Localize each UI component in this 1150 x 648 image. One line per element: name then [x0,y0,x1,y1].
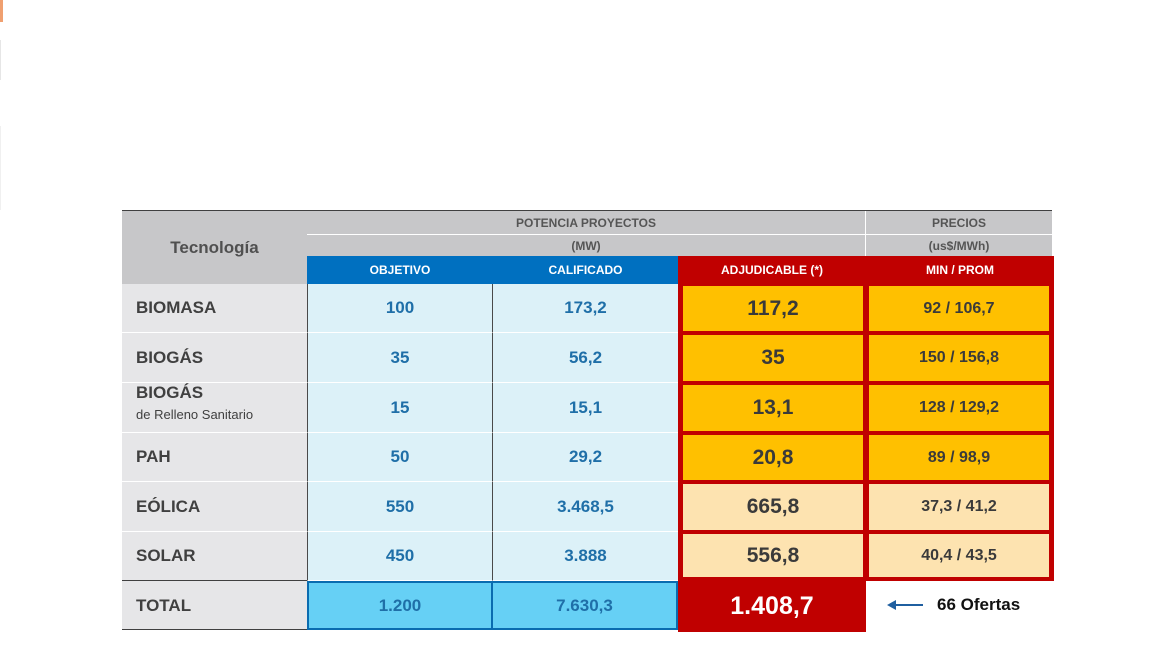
total-rule [122,580,307,581]
table-top-rule [122,210,1052,211]
header-adjudicable: ADJUDICABLE (*) [678,256,866,284]
total-calificado: 7.630,3 [493,581,678,630]
row-precio: 150 / 156,8 [869,335,1049,381]
row-label: BIOGÁS [122,333,307,383]
arrow-left-icon [885,594,925,616]
header-objetivo: OBJETIVO [307,256,493,284]
row-objetivo: 35 [307,333,493,383]
row-calificado: 173,2 [493,284,678,333]
row-precio: 37,3 / 41,2 [869,484,1049,530]
row-calificado: 56,2 [493,333,678,383]
header-tecnologia: Tecnología [122,211,307,284]
row-label: BIOGÁS de Relleno Sanitario [122,383,307,433]
row-adjudicable: 20,8 [683,435,863,480]
edge-mark [0,126,1,210]
row-precio: 128 / 129,2 [869,385,1049,431]
row-adjudicable: 665,8 [683,484,863,530]
header-potencia: POTENCIA PROYECTOS [307,211,865,234]
row-adjudicable: 13,1 [683,385,863,431]
total-label: TOTAL [122,581,307,630]
total-adjudicable: 1.408,7 [678,581,866,632]
row-adjudicable: 117,2 [683,286,863,331]
header-calificado: CALIFICADO [493,256,678,284]
row-label: BIOMASA [122,284,307,333]
precios-frame [866,284,1054,581]
header-potencia-unit: (MW) [307,234,865,256]
row-objetivo: 100 [307,284,493,333]
header-min-prom: MIN / PROM [866,256,1054,284]
adjudicable-frame [678,284,866,581]
row-sublabel: de Relleno Sanitario [136,407,254,422]
row-adjudicable: 556,8 [683,534,863,577]
row-objetivo: 50 [307,433,493,482]
header-precios: PRECIOS [866,211,1052,234]
row-calificado: 29,2 [493,433,678,482]
row-adjudicable: 35 [683,335,863,381]
row-objetivo: 550 [307,482,493,532]
row-precio: 92 / 106,7 [869,286,1049,331]
row-precio: 89 / 98,9 [869,435,1049,480]
row-calificado: 15,1 [493,383,678,433]
row-calificado: 3.468,5 [493,482,678,532]
row-label: SOLAR [122,532,307,581]
corner-accent [0,0,3,22]
total-objetivo: 1.200 [307,581,493,630]
row-objetivo: 450 [307,532,493,581]
row-objetivo: 15 [307,383,493,433]
row-calificado: 3.888 [493,532,678,581]
row-label: PAH [122,433,307,482]
row-label: EÓLICA [122,482,307,532]
table-bottom-rule [122,629,307,630]
ofertas-label: 66 Ofertas [937,595,1021,614]
row-precio: 40,4 / 43,5 [869,534,1049,577]
header-precios-unit: (us$/MWh) [866,234,1052,256]
edge-mark [0,40,1,80]
